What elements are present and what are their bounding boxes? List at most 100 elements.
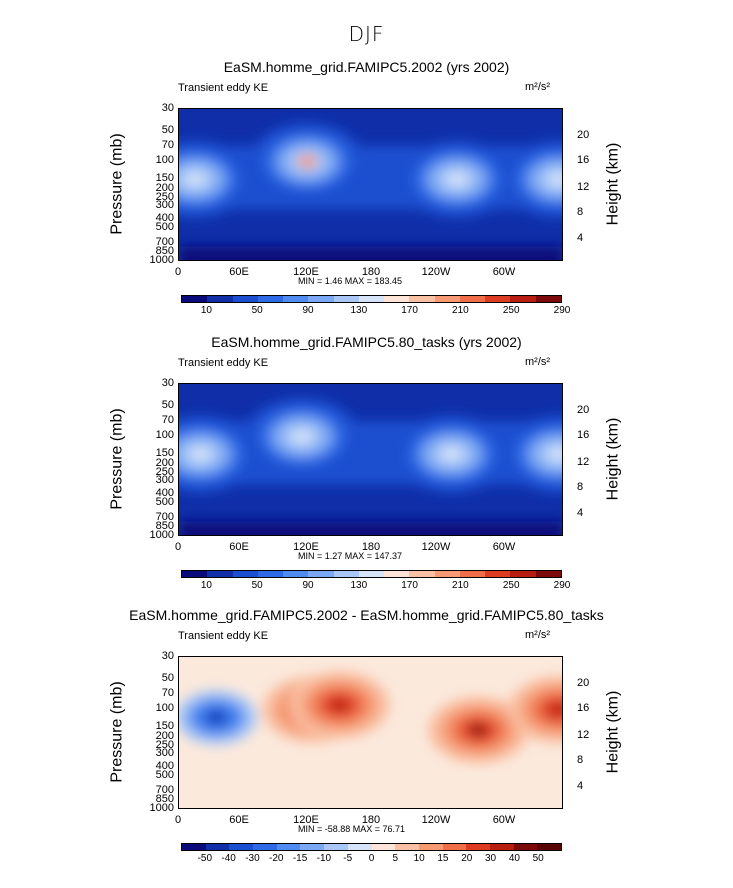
pressure-tick-label: 400 <box>155 212 174 224</box>
panel-title: EaSM.homme_grid.FAMIPC5.80_tasks (yrs 20… <box>211 334 522 350</box>
pressure-tick-label: 150 <box>155 720 174 732</box>
pressure-tick-label: 70 <box>161 414 174 426</box>
y-axis-label: Pressure (mb) <box>108 133 126 235</box>
colorbar-label: 10 <box>413 853 425 864</box>
height-tick-label: 16 <box>577 154 590 166</box>
pressure-tick-label: 30 <box>161 102 174 114</box>
field-band <box>179 246 562 260</box>
pressure-tick-label: 100 <box>155 154 174 166</box>
longitude-tick-label: 60W <box>492 266 516 278</box>
longitude-tick-label: 120W <box>421 266 451 278</box>
colorbar-label: 250 <box>502 305 520 316</box>
colorbar-swatch <box>300 844 325 850</box>
colorbar-swatch <box>333 571 359 577</box>
colorbar-swatch <box>347 844 372 850</box>
panel-variable-label: Transient eddy KE <box>178 630 269 642</box>
colorbar <box>181 570 562 578</box>
colorbar-swatch <box>442 844 467 850</box>
field-hotspot <box>549 447 562 461</box>
colorbar-label: 90 <box>302 580 314 591</box>
colorbar-label: -40 <box>221 853 236 864</box>
colorbar-swatch <box>358 571 385 577</box>
field-hotspot <box>549 172 562 186</box>
colorbar-swatch <box>489 844 514 850</box>
colorbar-swatch <box>324 844 348 850</box>
pressure-tick-label: 150 <box>155 172 174 184</box>
pressure-tick-label: 250 <box>155 466 174 478</box>
pressure-tick-label: 400 <box>155 760 174 772</box>
pressure-tick-label: 200 <box>155 457 174 469</box>
panel-units-label: m²/s² <box>525 81 551 93</box>
colorbar-swatch <box>409 571 435 577</box>
pressure-tick-label: 30 <box>161 377 174 389</box>
height-tick-label: 16 <box>577 429 590 441</box>
field-hotspot <box>550 703 562 716</box>
colorbar-label: 290 <box>553 580 571 591</box>
colorbar-label: 50 <box>251 305 263 316</box>
longitude-tick-label: 180 <box>361 266 381 278</box>
pressure-tick-label: 850 <box>155 793 174 805</box>
colorbar-label: -30 <box>245 853 260 864</box>
field-band <box>179 521 562 535</box>
colorbar-swatch <box>257 571 284 577</box>
field-hotspot <box>470 724 487 736</box>
figure-title: DJF <box>348 22 385 46</box>
colorbar-swatch <box>535 296 561 302</box>
colorbar-swatch <box>358 296 385 302</box>
pressure-tick-label: 250 <box>155 191 174 203</box>
longitude-tick-label: 120W <box>421 814 451 826</box>
colorbar-swatch <box>384 571 410 577</box>
colorbar-label: 50 <box>251 580 263 591</box>
colorbar-swatch <box>434 571 460 577</box>
colorbar-label: 30 <box>485 853 497 864</box>
colorbar-swatch <box>276 844 301 850</box>
colorbar-label: 90 <box>302 305 314 316</box>
pressure-tick-label: 700 <box>155 784 174 796</box>
colorbar-swatch <box>535 571 561 577</box>
colorbar-swatch <box>371 844 396 850</box>
colorbar-label: 130 <box>350 580 368 591</box>
pressure-tick-label: 250 <box>155 739 174 751</box>
colorbar-swatch <box>207 296 233 302</box>
y-axis-label-right: Height (km) <box>604 690 622 774</box>
longitude-tick-label: 60E <box>229 266 249 278</box>
panel-units-label: m²/s² <box>525 356 551 368</box>
height-tick-label: 4 <box>577 780 584 792</box>
height-tick-label: 4 <box>577 507 584 519</box>
height-tick-label: 12 <box>577 181 590 193</box>
colorbar-swatch <box>182 571 208 577</box>
colorbar-label: 40 <box>508 853 520 864</box>
colorbar-swatch <box>182 844 206 850</box>
height-tick-label: 20 <box>577 677 590 689</box>
field-hotspot <box>331 699 348 711</box>
longitude-tick-label: 120E <box>293 541 319 553</box>
colorbar-label: 170 <box>401 580 418 591</box>
colorbar-swatch <box>537 844 561 850</box>
y-axis-label: Pressure (mb) <box>108 681 126 783</box>
contour-plot-area <box>178 383 563 536</box>
longitude-tick-label: 180 <box>361 541 381 553</box>
field-hotspot <box>185 172 205 186</box>
min-max-stats: MIN = 1.27 MAX = 147.37 <box>298 551 403 561</box>
pressure-tick-label: 700 <box>155 236 174 248</box>
colorbar-label: 5 <box>392 853 399 864</box>
longitude-tick-label: 60E <box>229 814 249 826</box>
field-hotspot <box>442 447 462 461</box>
panel-title: EaSM.homme_grid.FAMIPC5.2002 - EaSM.homm… <box>129 607 604 623</box>
colorbar <box>181 843 562 851</box>
y-axis-label-right: Height (km) <box>604 142 622 226</box>
colorbar-label: 50 <box>532 853 544 864</box>
y-axis-label: Pressure (mb) <box>108 408 126 510</box>
longitude-tick-label: 0 <box>174 266 182 278</box>
pressure-tick-label: 500 <box>155 769 174 781</box>
colorbar-swatch <box>459 571 486 577</box>
pressure-tick-label: 150 <box>155 447 174 459</box>
pressure-tick-label: 500 <box>155 496 174 508</box>
colorbar-label: 210 <box>452 580 469 591</box>
colorbar-swatch <box>308 571 334 577</box>
colorbar-swatch <box>232 296 258 302</box>
pressure-tick-label: 200 <box>155 182 174 194</box>
contour-plot-area <box>178 108 563 261</box>
pressure-tick-label: 50 <box>161 672 174 684</box>
field-hotspot <box>190 447 210 461</box>
